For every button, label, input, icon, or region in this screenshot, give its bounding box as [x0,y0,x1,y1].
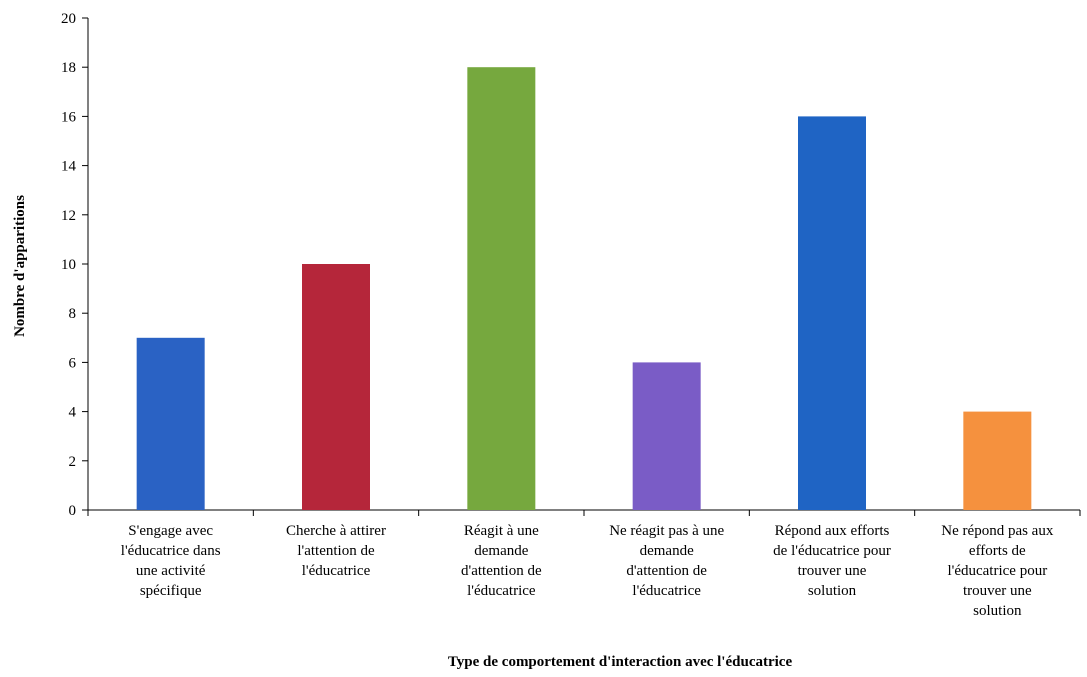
bar [963,411,1032,510]
x-tick-label-line: l'éducatrice [302,563,371,579]
x-tick-label-line: une activité [136,563,206,579]
x-axis-title: Type de comportement d'interaction avec … [448,654,793,670]
x-tick-label-line: l'éducatrice pour [947,563,1047,579]
x-tick-label: Ne réagit pas à une demande d'attention de… [609,523,724,599]
x-tick-label-line: Répond aux efforts [775,523,890,539]
bar [798,116,866,511]
y-tick-label: 2 [69,454,77,470]
bar [467,67,536,510]
y-tick-label: 16 [61,109,77,125]
x-tick-label-line: de l'éducatrice pour [773,543,891,559]
x-tick-label: Réagit à une demande d'attention de l'éduca… [461,523,542,599]
bar [302,264,370,510]
x-tick-label: Ne répond pas aux efforts de l'éducatrice … [941,523,1054,619]
x-tick-label-line: l'éducatrice dans [121,543,221,559]
y-tick-label: 4 [69,405,77,421]
x-tick-label-line: S'engage avec [128,523,213,539]
y-tick-label: 12 [61,208,76,224]
x-tick-label-line: Réagit à une [464,523,539,539]
x-tick-label-line: l'attention de [297,543,375,559]
x-tick-label-line: trouver une [963,583,1032,599]
bar [136,337,205,510]
x-tick-label: Cherche à attirer l'attention de l'éducatr… [286,523,386,579]
x-tick-label-line: l'éducatrice [632,583,701,599]
bars [136,67,1032,511]
y-tick-label: 10 [61,257,76,273]
x-tick-label-line: l'éducatrice [467,583,536,599]
x-tick-label-line: solution [808,583,857,599]
x-tick-label: S'engage avec l'éducatrice dans une activi… [121,523,221,599]
y-axis: 0 2 4 6 8 10 12 14 16 18 20 [61,11,89,519]
x-tick-label: Répond aux efforts de l'éducatrice pour tr… [773,523,891,599]
x-tick-label-line: trouver une [798,563,867,579]
x-axis [87,509,1081,516]
y-axis-title: Nombre d'apparitions [12,195,28,337]
x-tick-label-line: d'attention de [626,563,707,579]
x-tick-label-line: Ne réagit pas à une [609,523,724,539]
bar [632,362,701,510]
y-tick-label: 6 [69,355,77,371]
y-tick-label: 8 [69,306,77,322]
y-tick-label: 18 [61,60,76,76]
y-tick-label: 14 [61,159,77,175]
y-tick-label: 0 [69,503,77,519]
x-tick-label-line: Ne répond pas aux [941,523,1054,539]
x-tick-label-line: Cherche à attirer [286,523,386,539]
x-tick-label-line: demande [474,543,528,559]
x-tick-label-line: efforts de [969,543,1026,559]
x-tick-label-line: d'attention de [461,563,542,579]
y-tick-label: 20 [61,11,76,27]
x-tick-label-line: spécifique [140,583,202,599]
category-labels: S'engage avec l'éducatrice dans une activi… [121,523,1054,619]
x-tick-label-line: demande [640,543,694,559]
x-tick-label-line: solution [973,603,1022,619]
